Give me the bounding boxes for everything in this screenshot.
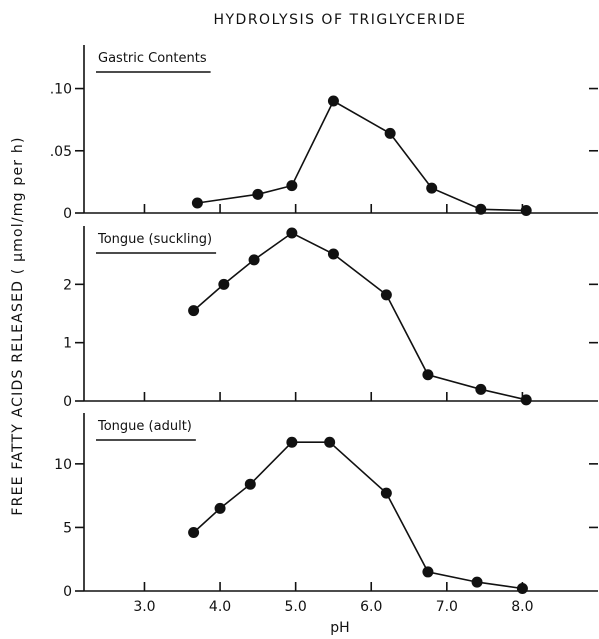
chart-panels: 0 .05 .10 Gastric Contents 0 1 2 Tongue (suckli… — [50, 45, 598, 615]
data-point — [516, 582, 528, 594]
data-point — [380, 289, 392, 301]
x-tick-label: 3.0 — [133, 599, 155, 615]
data-point — [384, 127, 396, 139]
data-point — [286, 227, 298, 239]
panel-label: Tongue (suckling) — [97, 232, 212, 247]
panel-3: 0 5 10 3.0 4.0 5.0 6.0 7.0 8.0 Tongue (adult) — [54, 413, 598, 615]
x-tick-label: 5.0 — [285, 599, 307, 615]
panel-1: 0 .05 .10 Gastric Contents — [50, 45, 598, 222]
data-point — [380, 487, 392, 499]
data-point — [422, 369, 434, 381]
y-tick-label: 10 — [54, 457, 72, 473]
x-axis-label: pH — [330, 620, 349, 636]
data-point — [422, 566, 434, 578]
data-point — [218, 278, 230, 290]
x-tick-label: 8.0 — [511, 599, 533, 615]
chart-title: HYDROLYSIS OF TRIGLYCERIDE — [213, 12, 466, 28]
data-point — [324, 436, 336, 448]
data-point — [248, 254, 260, 266]
data-point — [520, 205, 532, 217]
series-line — [193, 441, 523, 590]
data-point — [188, 527, 200, 539]
y-tick-label: .10 — [50, 82, 72, 98]
y-tick-label: 5 — [63, 520, 72, 536]
data-point — [286, 436, 298, 448]
y-axis-label: FREE FATTY ACIDS RELEASED ( μmol/mg per … — [10, 136, 26, 515]
data-point — [327, 248, 339, 260]
panel-2: 0 1 2 Tongue (suckling) — [63, 226, 598, 410]
data-point — [327, 95, 339, 107]
y-tick-label: 0 — [63, 584, 72, 600]
y-tick-label: 2 — [63, 277, 72, 293]
data-point — [188, 305, 200, 317]
data-point — [471, 576, 483, 588]
series-line — [197, 99, 527, 212]
data-point — [286, 180, 298, 192]
y-tick-label: .05 — [50, 144, 72, 160]
y-tick-label: 0 — [63, 206, 72, 222]
data-point — [520, 394, 532, 406]
data-point — [426, 182, 438, 194]
x-tick-label: 7.0 — [436, 599, 458, 615]
series-line — [193, 232, 527, 401]
x-tick-label: 6.0 — [360, 599, 382, 615]
x-tick-label: 4.0 — [209, 599, 231, 615]
data-point — [475, 203, 487, 215]
y-tick-label: 0 — [63, 394, 72, 410]
panel-label: Gastric Contents — [98, 51, 207, 66]
y-tick-label: 1 — [63, 336, 72, 352]
data-point — [475, 383, 487, 395]
data-point — [214, 502, 226, 514]
data-point — [244, 478, 256, 490]
data-point — [191, 197, 203, 209]
data-point — [252, 188, 264, 200]
panel-label: Tongue (adult) — [97, 419, 192, 434]
